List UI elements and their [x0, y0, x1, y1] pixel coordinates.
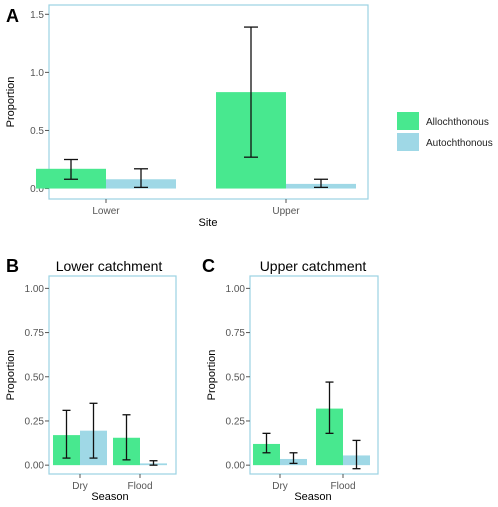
y-tick-label-c: 0.75 [226, 328, 246, 339]
y-tick-label-a: 0.0 [30, 184, 44, 195]
panel-letter-c: C [202, 256, 215, 276]
y-tick-label-b: 0.00 [25, 461, 45, 472]
panel-title-b: Lower catchment [56, 258, 163, 274]
panel-title-c: Upper catchment [260, 258, 367, 274]
x-axis-title-a: Site [199, 217, 218, 229]
y-tick-label-b: 1.00 [25, 284, 45, 295]
plot-frame-a [48, 4, 369, 200]
panel-letter-b: B [6, 256, 19, 276]
error-bar-c-flood-allochthonous [325, 381, 334, 434]
panel-letter-a: A [6, 6, 19, 26]
y-tick-label-b: 0.25 [25, 416, 45, 427]
x-axis-title-b: Season [91, 491, 128, 503]
panel-c: C Upper catchment 0.00 0.25 0.50 0.75 1.00 Dr… [202, 256, 379, 503]
y-tick-label-a: 0.5 [30, 126, 44, 137]
y-tick-label-c: 0.00 [226, 461, 246, 472]
legend-swatch-allochthonous [397, 112, 419, 130]
legend-label-allochthonous: Allochthonous [426, 117, 489, 128]
error-bar-c-flood-autochthonous [352, 439, 361, 470]
x-tick-label-c-flood: Flood [330, 481, 355, 492]
error-bar-b-dry-allochthonous [62, 409, 71, 459]
y-tick-label-c: 0.25 [226, 416, 246, 427]
x-tick-label-b-dry: Dry [72, 481, 88, 492]
y-tick-label-b: 0.50 [25, 372, 45, 383]
error-bar-b-flood-autochthonous [149, 460, 158, 466]
y-tick-label-c: 1.00 [226, 284, 246, 295]
error-bar-a-upper-allochthonous [244, 26, 258, 158]
bar-c-dry-allochthonous [253, 443, 280, 466]
x-tick-label-a-upper: Upper [272, 206, 300, 217]
error-bar-a-upper-autochthonous [314, 178, 328, 189]
x-tick-label-c-dry: Dry [272, 481, 288, 492]
y-tick-label-a: 1.0 [30, 68, 44, 79]
error-bar-a-lower-allochthonous [64, 158, 78, 180]
error-bar-b-dry-autochthonous [89, 402, 98, 459]
error-bar-a-lower-autochthonous [134, 168, 148, 189]
legend-swatch-autochthonous [397, 133, 419, 151]
x-tick-label-b-flood: Flood [127, 481, 152, 492]
error-bar-c-dry-autochthonous [289, 452, 298, 465]
y-tick-label-b: 0.75 [25, 328, 45, 339]
error-bar-b-flood-allochthonous [122, 414, 131, 461]
x-tick-label-a-lower: Lower [92, 206, 120, 217]
panel-b: B Lower catchment 0.00 0.25 0.50 0.75 1.00 Dr… [5, 256, 177, 503]
error-bar-c-dry-allochthonous [262, 432, 271, 454]
plot-frame-c [249, 275, 379, 475]
y-tick-label-c: 0.50 [226, 372, 246, 383]
plot-frame-b [48, 275, 177, 475]
y-axis-title-c: Proportion [206, 350, 218, 401]
legend: Allochthonous Autochthonous [397, 112, 493, 151]
y-axis-title-a: Proportion [5, 77, 17, 128]
legend-label-autochthonous: Autochthonous [426, 138, 493, 149]
panel-a: A 0.0 0.5 1.0 1.5 Lower Upper Proportion Site [5, 4, 369, 229]
y-axis-title-b: Proportion [5, 350, 17, 401]
y-tick-label-a: 1.5 [30, 10, 44, 21]
x-axis-title-c: Season [294, 491, 331, 503]
